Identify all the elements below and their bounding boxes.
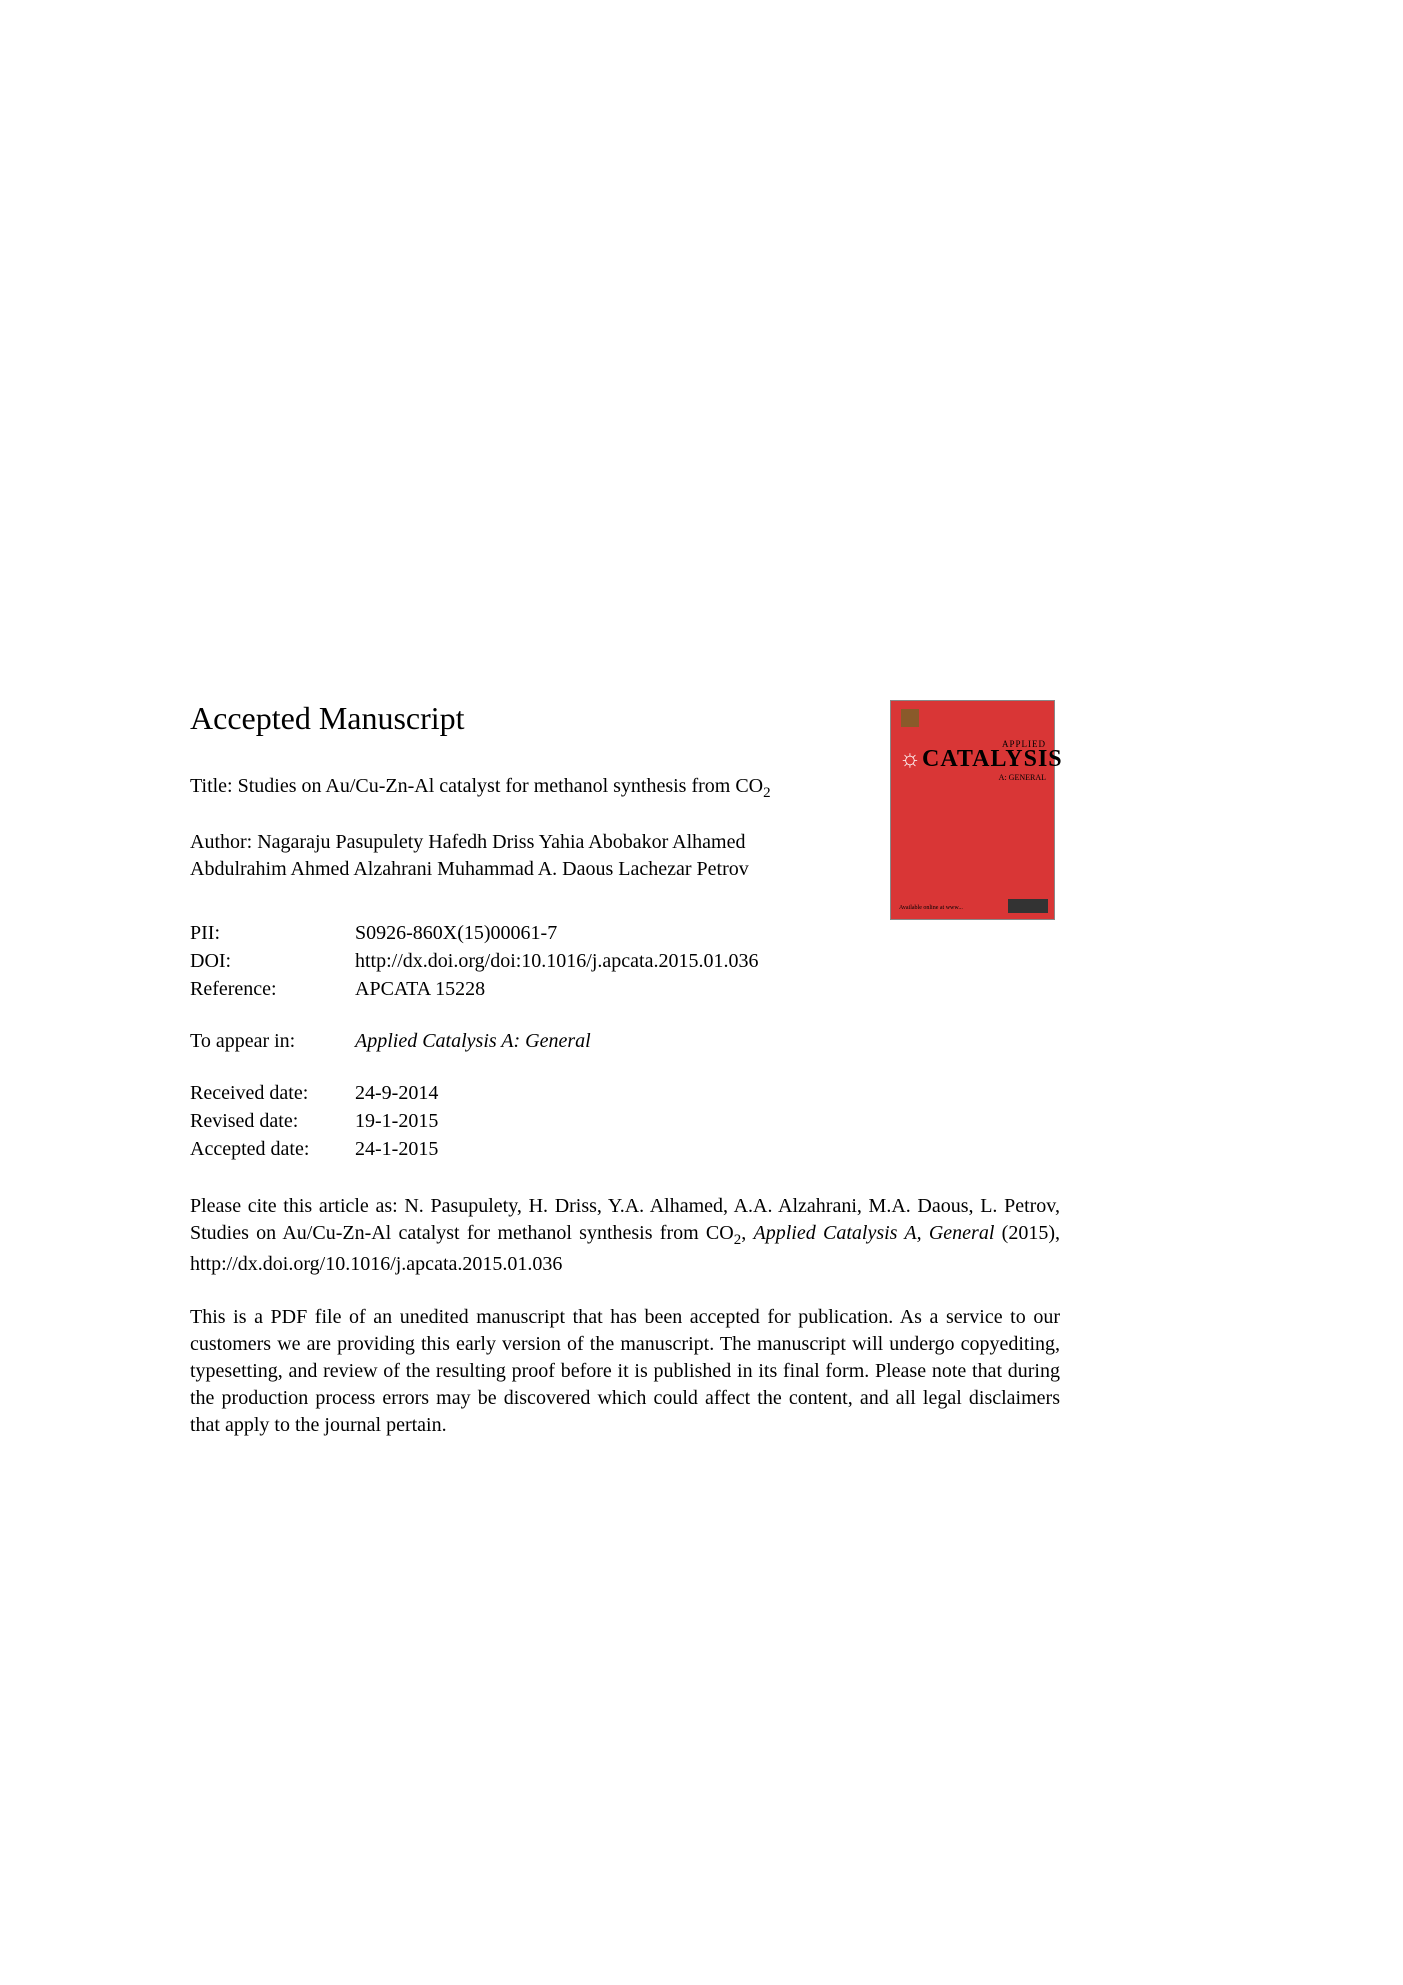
meta-table: PII: S0926-860X(15)00061-7 DOI: http://d… <box>190 919 1060 1055</box>
accepted-value: 24-1-2015 <box>355 1135 1060 1163</box>
accepted-label: Accepted date: <box>190 1135 355 1163</box>
reference-label: Reference: <box>190 975 355 1003</box>
cover-general-text: A: GENERAL <box>899 773 1046 782</box>
accepted-row: Accepted date: 24-1-2015 <box>190 1135 1060 1163</box>
pii-value: S0926-860X(15)00061-7 <box>355 919 1060 947</box>
dates-table: Received date: 24-9-2014 Revised date: 1… <box>190 1079 1060 1163</box>
cover-title: APPLIED ☼CATALYSIS A: GENERAL <box>899 739 1046 782</box>
elsevier-logo-icon <box>901 709 919 727</box>
pii-label: PII: <box>190 919 355 947</box>
pii-row: PII: S0926-860X(15)00061-7 <box>190 919 1060 947</box>
author-section: Author: Nagaraju Pasupulety Hafedh Driss… <box>190 829 830 883</box>
doi-label: DOI: <box>190 947 355 975</box>
received-value: 24-9-2014 <box>355 1079 1060 1107</box>
doi-value: http://dx.doi.org/doi:10.1016/j.apcata.2… <box>355 947 1060 975</box>
title-text: Title: Studies on Au/Cu-Zn-Al catalyst f… <box>190 773 830 803</box>
revised-value: 19-1-2015 <box>355 1107 1060 1135</box>
title-section: Title: Studies on Au/Cu-Zn-Al catalyst f… <box>190 773 830 803</box>
appear-row: To appear in: Applied Catalysis A: Gener… <box>190 1027 1060 1055</box>
author-text: Author: Nagaraju Pasupulety Hafedh Driss… <box>190 829 830 883</box>
reference-value: APCATA 15228 <box>355 975 1060 1003</box>
citation-text: Please cite this article as: N. Pasupule… <box>190 1193 1060 1277</box>
doi-row: DOI: http://dx.doi.org/doi:10.1016/j.apc… <box>190 947 1060 975</box>
journal-cover: APPLIED ☼CATALYSIS A: GENERAL Available … <box>890 700 1055 920</box>
appear-label: To appear in: <box>190 1027 355 1055</box>
page-content: APPLIED ☼CATALYSIS A: GENERAL Available … <box>190 700 1060 1439</box>
received-label: Received date: <box>190 1079 355 1107</box>
reference-row: Reference: APCATA 15228 <box>190 975 1060 1003</box>
cover-footer-box <box>1008 899 1048 913</box>
revised-row: Revised date: 19-1-2015 <box>190 1107 1060 1135</box>
received-row: Received date: 24-9-2014 <box>190 1079 1060 1107</box>
cover-footer-text: Available online at www... <box>899 905 963 911</box>
disclaimer-text: This is a PDF file of an unedited manusc… <box>190 1304 1060 1439</box>
revised-label: Revised date: <box>190 1107 355 1135</box>
appear-value: Applied Catalysis A: General <box>355 1027 1060 1055</box>
cover-catalysis-text: ☼CATALYSIS <box>899 746 1063 772</box>
